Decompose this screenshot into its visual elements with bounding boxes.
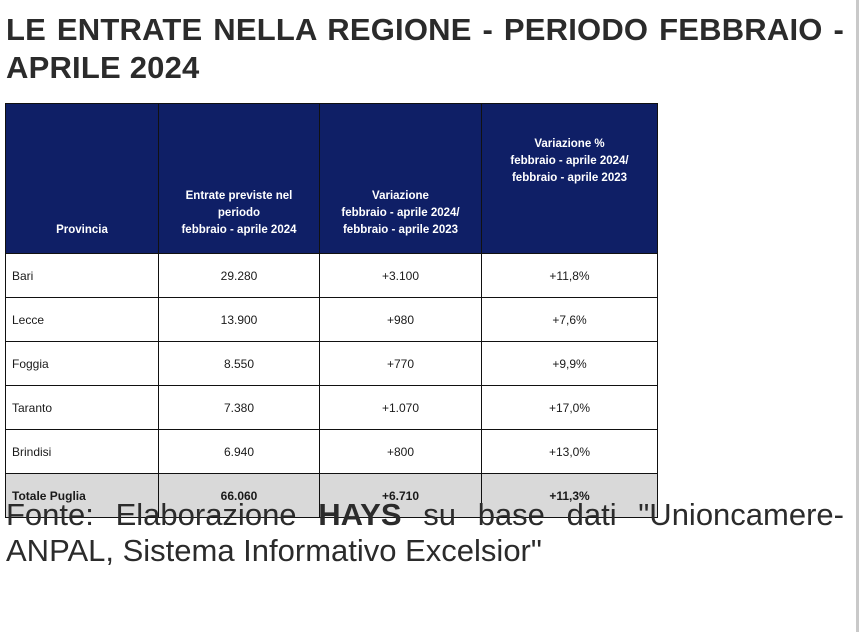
source-prefix: Fonte: Elaborazione	[6, 497, 319, 532]
cell-provincia: Bari	[5, 253, 159, 298]
total-label: Totale Puglia	[5, 473, 159, 518]
cell-provincia: Lecce	[5, 297, 159, 342]
cell-variazione-percent: +13,0%	[481, 429, 658, 474]
cell-entrate: 29.280	[158, 253, 320, 298]
cell-provincia: Taranto	[5, 385, 159, 430]
table-row: Foggia 8.550 +770 +9,9%	[5, 341, 658, 386]
source-suffix: su base dati "Unioncamere-ANPAL, Sistema…	[6, 497, 844, 568]
page-title: LE ENTRATE NELLA REGIONE - PERIODO FEBBR…	[6, 12, 844, 85]
table-row: Bari 29.280 +3.100 +11,8%	[5, 253, 658, 298]
cell-provincia: Brindisi	[5, 429, 159, 474]
table-row: Brindisi 6.940 +800 +13,0%	[5, 429, 658, 474]
cell-variazione-percent: +9,9%	[481, 341, 658, 386]
table-row: Lecce 13.900 +980 +7,6%	[5, 297, 658, 342]
cell-variazione: +980	[319, 297, 482, 342]
cell-variazione: +3.100	[319, 253, 482, 298]
source-note: Fonte: Elaborazione HAYS su base dati "U…	[6, 497, 844, 569]
header-provincia: Provincia	[5, 103, 159, 254]
table-header-row: Provincia Entrate previste nel periodo f…	[5, 103, 658, 254]
header-variazione: Variazione febbraio - aprile 2024/ febbr…	[319, 103, 482, 254]
header-entrate-previste: Entrate previste nel periodo febbraio - …	[158, 103, 320, 254]
header-variazione-percent: Variazione % febbraio - aprile 2024/ feb…	[481, 103, 658, 254]
total-entrate: 66.060	[158, 473, 320, 518]
table-row: Taranto 7.380 +1.070 +17,0%	[5, 385, 658, 430]
cell-variazione-percent: +7,6%	[481, 297, 658, 342]
cell-variazione: +1.070	[319, 385, 482, 430]
cell-variazione-percent: +11,8%	[481, 253, 658, 298]
right-edge-divider	[856, 0, 859, 632]
cell-entrate: 13.900	[158, 297, 320, 342]
cell-variazione-percent: +17,0%	[481, 385, 658, 430]
cell-provincia: Foggia	[5, 341, 159, 386]
data-table-container: Provincia Entrate previste nel periodo f…	[5, 103, 658, 518]
data-table: Provincia Entrate previste nel periodo f…	[5, 103, 658, 518]
total-variazione: +6.710	[319, 473, 482, 518]
table-total-row: Totale Puglia 66.060 +6.710 +11,3%	[5, 473, 658, 518]
cell-variazione: +770	[319, 341, 482, 386]
cell-entrate: 7.380	[158, 385, 320, 430]
cell-entrate: 6.940	[158, 429, 320, 474]
total-variazione-percent: +11,3%	[481, 473, 658, 518]
source-brand: HAYS	[318, 497, 402, 532]
cell-entrate: 8.550	[158, 341, 320, 386]
cell-variazione: +800	[319, 429, 482, 474]
